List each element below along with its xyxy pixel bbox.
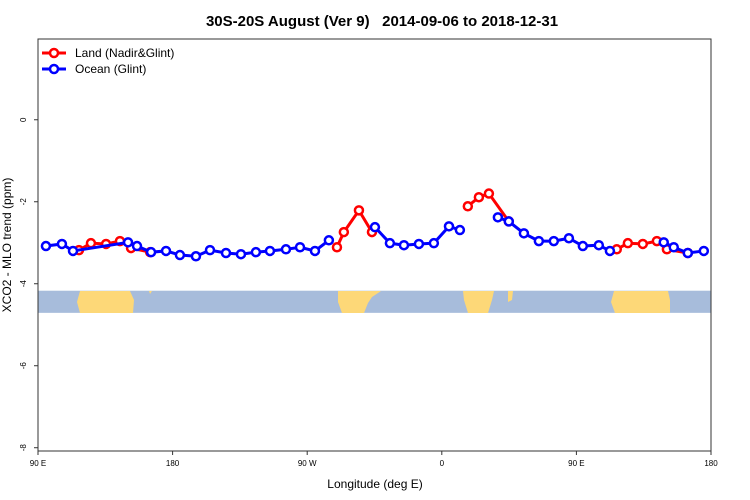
data-point bbox=[264, 245, 276, 257]
data-point bbox=[462, 201, 474, 212]
land-mass-1 bbox=[338, 291, 381, 313]
legend-label-land: Land (Nadir&Glint) bbox=[75, 46, 174, 60]
x-axis: 90 E 180 90 W 0 90 E 180 bbox=[30, 451, 718, 468]
legend: Land (Nadir&Glint) Ocean (Glint) bbox=[42, 46, 174, 76]
data-point bbox=[294, 242, 306, 253]
data-point bbox=[413, 238, 425, 250]
land-mass-3 bbox=[508, 291, 513, 302]
land-mass-5 bbox=[149, 291, 152, 294]
series-line bbox=[663, 240, 705, 255]
y-axis: 0 -2 -4 -6 -8 bbox=[19, 117, 38, 451]
legend-marker-land bbox=[48, 47, 60, 59]
chart-title: 30S-20S August (Ver 9) 2014-09-06 to 201… bbox=[206, 13, 558, 30]
y-tick-label: -6 bbox=[19, 362, 28, 370]
data-point bbox=[131, 240, 143, 252]
data-point bbox=[235, 248, 247, 260]
data-point bbox=[369, 221, 381, 233]
data-point bbox=[174, 249, 186, 261]
data-point bbox=[338, 226, 350, 238]
data-point bbox=[577, 240, 589, 252]
land-mass-2 bbox=[463, 291, 494, 313]
plot-frame bbox=[37, 38, 712, 452]
data-point bbox=[637, 238, 649, 250]
data-point bbox=[443, 221, 455, 232]
data-point bbox=[604, 245, 616, 257]
map-strip bbox=[38, 290, 711, 313]
data-point bbox=[323, 235, 335, 246]
data-point bbox=[331, 242, 343, 253]
land-mass-4 bbox=[611, 291, 670, 313]
data-point bbox=[548, 235, 560, 247]
x-axis-label: Longitude (deg E) bbox=[327, 477, 422, 491]
data-point bbox=[220, 247, 232, 259]
data-point bbox=[204, 244, 216, 256]
data-point bbox=[518, 228, 530, 239]
y-tick-label: -2 bbox=[19, 198, 28, 206]
data-point bbox=[698, 245, 710, 257]
data-point bbox=[353, 205, 365, 216]
y-tick-label: -4 bbox=[19, 280, 28, 288]
data-point bbox=[40, 240, 52, 252]
data-point bbox=[668, 242, 680, 253]
x-tick-label: 90 W bbox=[298, 459, 317, 468]
x-tick-label: 90 E bbox=[568, 459, 584, 468]
ocean-background bbox=[38, 290, 711, 313]
data-point bbox=[492, 212, 504, 223]
series-line bbox=[466, 191, 511, 223]
data-point bbox=[682, 247, 694, 259]
data-point bbox=[658, 237, 669, 248]
legend-label-ocean: Ocean (Glint) bbox=[75, 62, 146, 76]
data-point bbox=[533, 235, 545, 247]
data-point bbox=[145, 246, 157, 258]
series-layer bbox=[40, 188, 710, 262]
data-point bbox=[56, 238, 68, 250]
x-tick-label: 0 bbox=[440, 459, 445, 468]
data-point bbox=[503, 216, 515, 227]
data-point bbox=[67, 245, 79, 257]
data-point bbox=[398, 239, 410, 251]
y-tick-label: 0 bbox=[19, 117, 28, 122]
legend-marker-ocean bbox=[48, 63, 60, 75]
data-point bbox=[85, 237, 97, 249]
y-axis-label: XCO2 - MLO trend (ppm) bbox=[0, 178, 14, 313]
data-point bbox=[384, 237, 396, 249]
data-point bbox=[160, 245, 172, 257]
data-point bbox=[428, 237, 440, 249]
data-point bbox=[122, 237, 134, 248]
series-ocean bbox=[40, 212, 710, 262]
data-point bbox=[309, 245, 321, 257]
x-tick-label: 180 bbox=[704, 459, 718, 468]
data-point bbox=[473, 191, 485, 203]
x-tick-label: 180 bbox=[166, 459, 180, 468]
x-tick-label: 90 E bbox=[30, 459, 46, 468]
data-point bbox=[250, 246, 262, 258]
data-point bbox=[454, 224, 466, 236]
data-point bbox=[280, 244, 292, 255]
land-mass-0 bbox=[77, 291, 134, 313]
data-point bbox=[593, 239, 605, 251]
data-point bbox=[190, 251, 202, 262]
series-line bbox=[335, 207, 374, 248]
data-point bbox=[483, 188, 495, 199]
data-point bbox=[563, 232, 575, 244]
y-tick-label: -8 bbox=[19, 444, 28, 452]
data-point bbox=[622, 237, 634, 249]
